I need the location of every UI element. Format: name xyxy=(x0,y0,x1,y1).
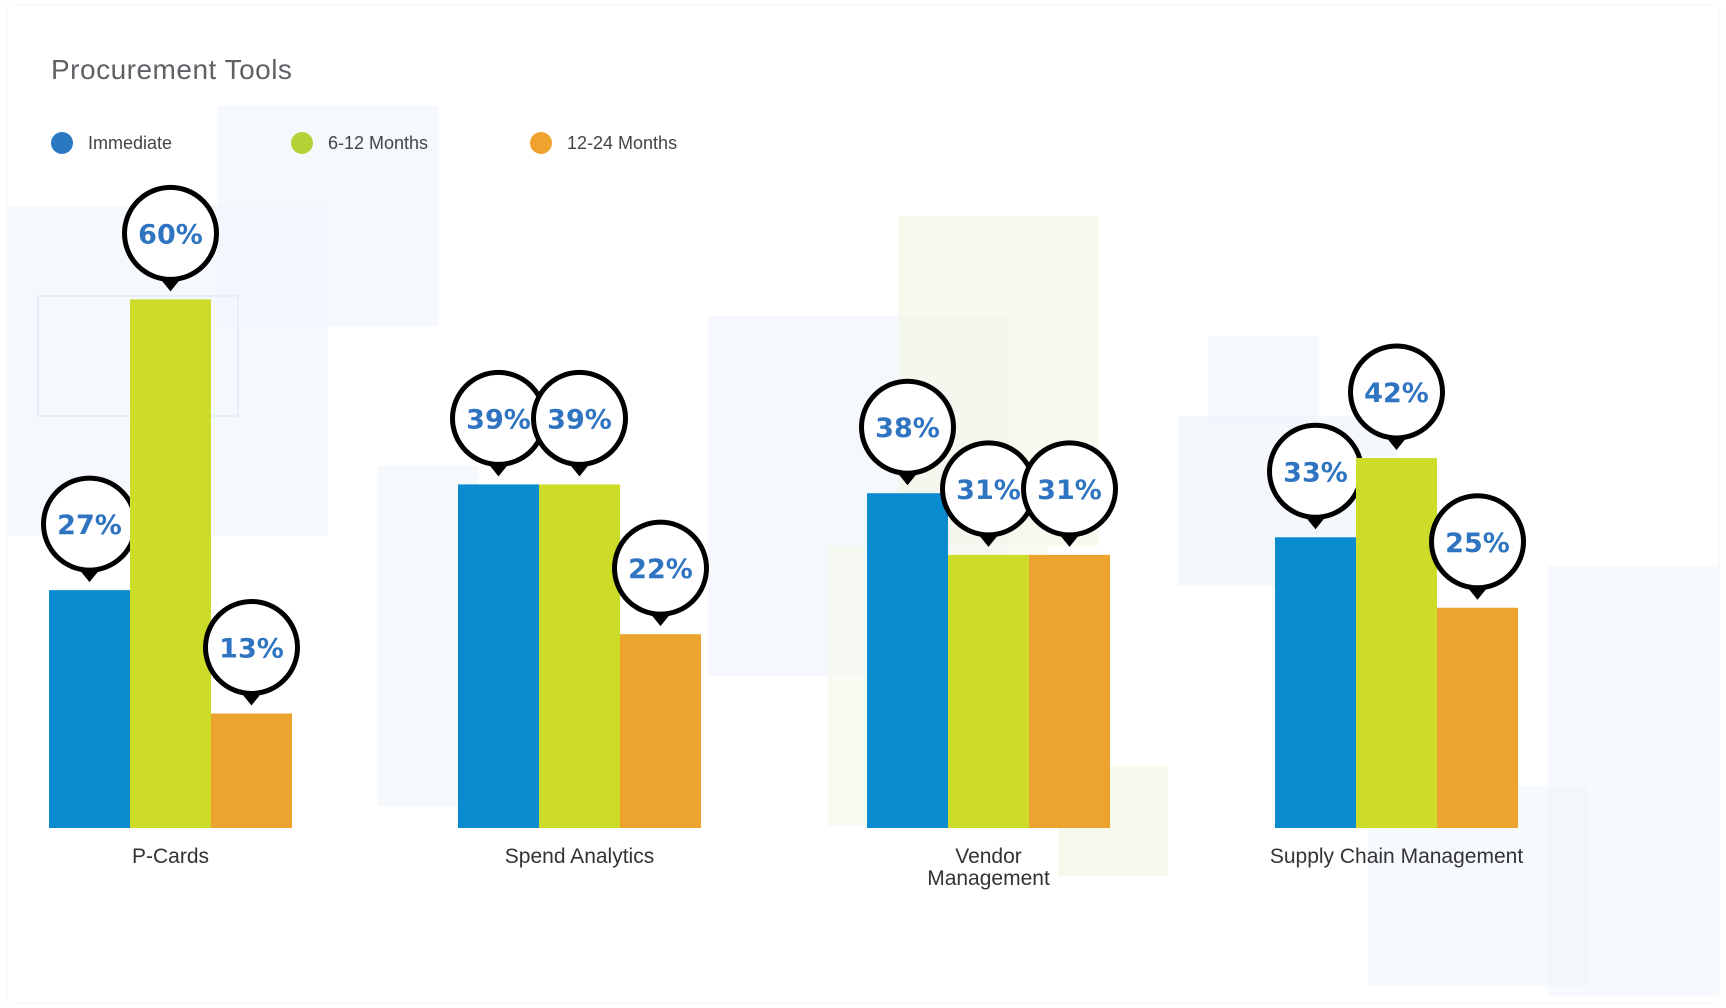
value-label-p-cards-6-12-months: 60% xyxy=(138,219,203,250)
bar-supply-chain-management-12-24-months xyxy=(1437,607,1518,828)
bar-spend-analytics-immediate xyxy=(458,484,539,828)
value-label-vendor-management-12-24-months: 31% xyxy=(1037,475,1102,506)
bar-vendor-management-12-24-months xyxy=(1029,554,1110,828)
legend-swatch-immediate xyxy=(51,132,73,154)
callout-bubble-p-cards-6-12-months xyxy=(122,184,219,282)
value-label-spend-analytics-6-12-months: 39% xyxy=(547,404,612,435)
legend-label-12-24-months: 12-24 Months xyxy=(567,132,678,153)
category-label-vendor-management-line-1: Vendor xyxy=(955,845,1022,868)
legend-item-12-24-months: 12-24 Months xyxy=(530,132,677,154)
callout-bubble-supply-chain-management-6-12-months xyxy=(1348,343,1445,441)
callout-bubble-vendor-management-immediate xyxy=(859,378,956,476)
legend-item-immediate: Immediate xyxy=(51,132,172,154)
bar-p-cards-immediate xyxy=(49,590,130,828)
bar-chart: 27% 60% 13% P-Cards 39% 39% 22% Spend Analytics… xyxy=(41,184,1526,890)
chart-title: Procurement Tools xyxy=(51,54,293,85)
legend-swatch-12-24-months xyxy=(530,132,552,154)
legend-label-immediate: Immediate xyxy=(88,132,173,153)
callout-bubble-spend-analytics-12-24-months xyxy=(612,519,709,617)
value-label-spend-analytics-immediate: 39% xyxy=(466,404,531,435)
value-label-supply-chain-management-immediate: 33% xyxy=(1283,457,1348,488)
bar-group-p-cards: 27% 60% 13% xyxy=(41,184,300,828)
bar-spend-analytics-12-24-months xyxy=(620,634,701,828)
callout-bubble-vendor-management-12-24-months xyxy=(1021,440,1118,538)
bar-supply-chain-management-6-12-months xyxy=(1356,457,1437,828)
bar-group-supply-chain-management: 33% 42% 25% xyxy=(1267,343,1526,828)
legend-label-6-12-months: 6-12 Months xyxy=(328,132,429,153)
callout-bubble-supply-chain-management-12-24-months xyxy=(1429,493,1526,591)
bar-vendor-management-immediate xyxy=(867,493,948,828)
legend-swatch-6-12-months xyxy=(291,132,313,154)
value-label-p-cards-12-24-months: 13% xyxy=(219,633,284,664)
value-label-p-cards-immediate: 27% xyxy=(57,510,122,541)
bar-spend-analytics-6-12-months xyxy=(539,484,620,828)
value-label-vendor-management-immediate: 38% xyxy=(875,413,940,444)
chart-card: Procurement Tools Immediate 6-12 Months … xyxy=(8,6,1718,1002)
bar-p-cards-6-12-months xyxy=(130,299,211,828)
legend-item-6-12-months: 6-12 Months xyxy=(291,132,428,154)
bar-p-cards-12-24-months xyxy=(211,713,292,828)
callout-bubble-p-cards-12-24-months xyxy=(203,598,300,696)
bar-group-vendor-management: 38% 31% 31% xyxy=(859,378,1118,828)
value-label-spend-analytics-12-24-months: 22% xyxy=(628,554,693,585)
bar-supply-chain-management-immediate xyxy=(1275,537,1356,828)
category-label-vendor-management-line-2: Management xyxy=(927,867,1050,890)
value-label-vendor-management-6-12-months: 31% xyxy=(956,475,1021,506)
value-label-supply-chain-management-12-24-months: 25% xyxy=(1445,528,1510,559)
category-label-p-cards: P-Cards xyxy=(132,845,209,868)
category-label-supply-chain-management: Supply Chain Management xyxy=(1270,845,1523,868)
bar-vendor-management-6-12-months xyxy=(948,554,1029,828)
value-label-supply-chain-management-6-12-months: 42% xyxy=(1364,378,1429,409)
legend: Immediate 6-12 Months 12-24 Months xyxy=(51,132,951,162)
category-label-spend-analytics: Spend Analytics xyxy=(505,845,654,868)
bar-group-spend-analytics: 39% 39% 22% xyxy=(450,369,709,828)
callout-bubble-spend-analytics-6-12-months xyxy=(531,369,628,467)
